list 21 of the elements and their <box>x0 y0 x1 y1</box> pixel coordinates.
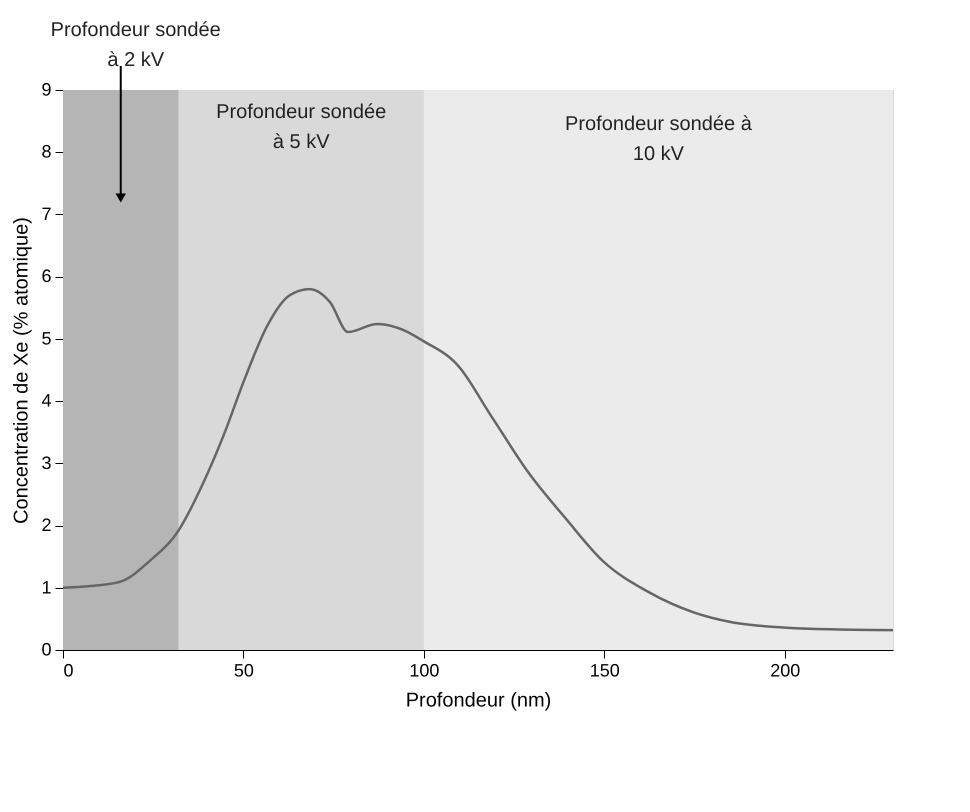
x-tick-label: 200 <box>770 660 800 680</box>
line-series <box>62 288 894 632</box>
y-axis-title: Concentration de Xe (% atomique) <box>10 217 32 524</box>
y-tick-label: 6 <box>41 266 52 286</box>
y-tick-label: 8 <box>41 142 52 162</box>
y-tick-label: 3 <box>41 452 52 473</box>
y-tick-label: 9 <box>41 80 52 100</box>
band-label: Profondeur sondée à 5 kV <box>216 101 386 153</box>
x-tick-label: 0 <box>64 660 74 680</box>
y-tick-label: 0 <box>41 640 52 660</box>
y-tick-label: 1 <box>41 577 52 598</box>
x-tick-label: 150 <box>590 660 620 680</box>
y-tick-label: 7 <box>41 204 52 224</box>
band-label: Profondeur sondée à 10 kV <box>565 113 753 165</box>
y-tick-label: 5 <box>41 328 52 348</box>
y-tick-label: 4 <box>41 390 52 411</box>
x-tick-label: 100 <box>409 660 440 680</box>
x-tick-label: 50 <box>234 660 254 680</box>
y-tick-label: 2 <box>41 515 52 536</box>
x-axis-title: Profondeur (nm) <box>406 690 552 712</box>
band-label: Profondeur sondée à 2 kV <box>50 19 221 71</box>
